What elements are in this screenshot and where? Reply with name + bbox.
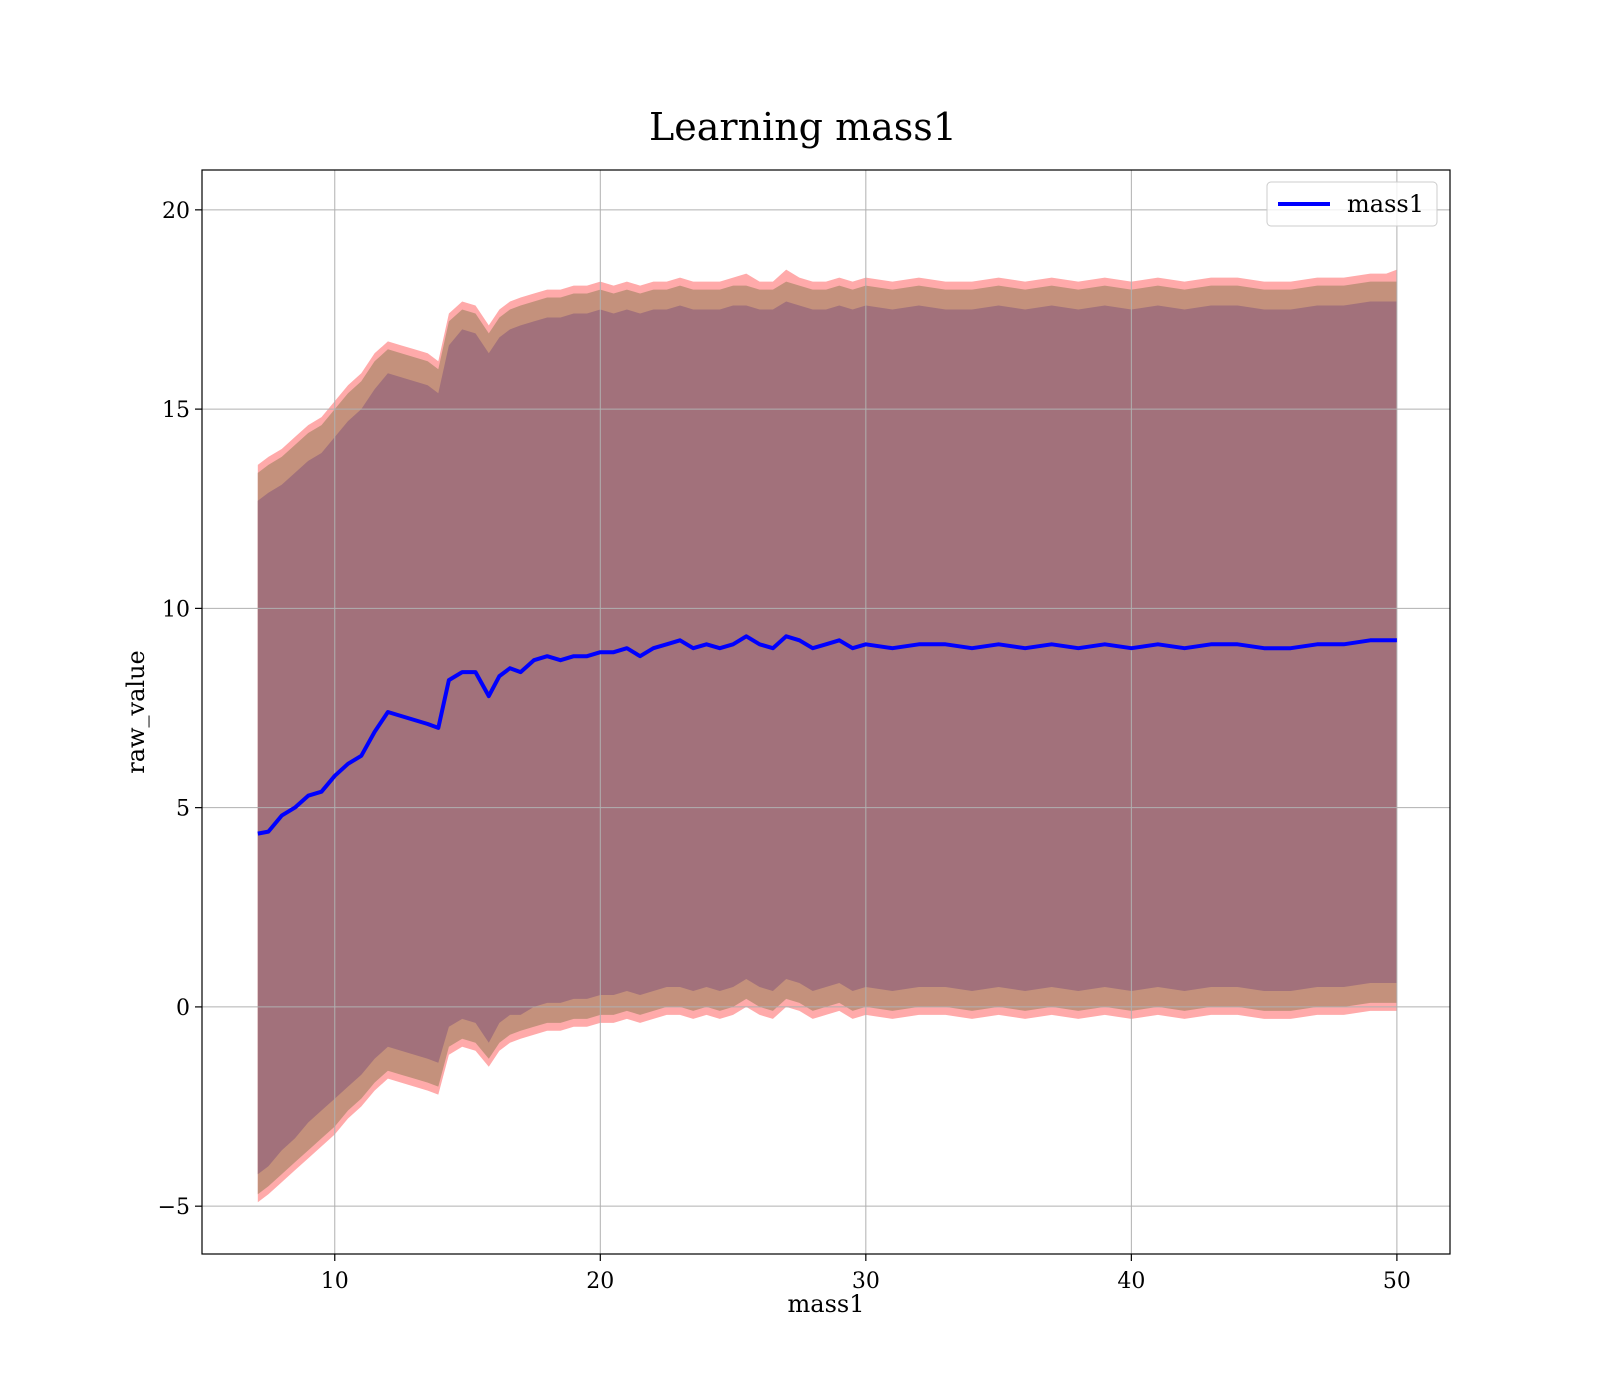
chart-title: Learning mass1 bbox=[649, 105, 957, 149]
x-tick-label: 50 bbox=[1383, 1269, 1411, 1294]
x-tick-label: 30 bbox=[852, 1269, 880, 1294]
y-tick-label: 15 bbox=[162, 398, 190, 423]
band-inner bbox=[257, 301, 1397, 1175]
x-tick-label: 20 bbox=[586, 1269, 614, 1294]
y-tick-label: 10 bbox=[162, 597, 190, 622]
y-tick-label: 20 bbox=[162, 199, 190, 224]
confidence-bands bbox=[257, 269, 1397, 1203]
plot-frame bbox=[201, 169, 1451, 1255]
grid-lines bbox=[202, 170, 1450, 1254]
x-tick-label: 40 bbox=[1117, 1269, 1145, 1294]
x-axis-ticks: 10 20 30 40 50 bbox=[321, 1254, 1411, 1294]
y-axis-label: raw_value bbox=[122, 650, 150, 774]
y-tick-label: 0 bbox=[176, 996, 190, 1021]
legend-box bbox=[1266, 181, 1438, 227]
legend: mass1 bbox=[1266, 181, 1438, 227]
y-axis-ticks: −5 0 5 10 15 20 bbox=[158, 199, 202, 1220]
legend-label-mass1: mass1 bbox=[1347, 190, 1424, 218]
series-line-mass1 bbox=[257, 634, 1397, 836]
y-tick-label: −5 bbox=[158, 1195, 190, 1220]
x-tick-label: 10 bbox=[321, 1269, 349, 1294]
y-tick-label: 5 bbox=[176, 797, 190, 822]
x-axis-label: mass1 bbox=[788, 1290, 865, 1318]
